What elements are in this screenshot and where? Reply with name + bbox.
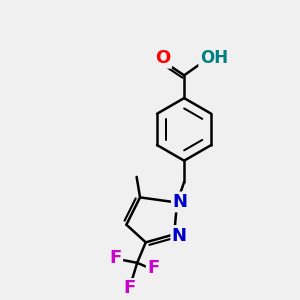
Text: OH: OH <box>200 49 228 67</box>
Text: N: N <box>172 226 187 244</box>
Text: N: N <box>172 193 188 211</box>
Text: F: F <box>123 279 136 297</box>
Text: F: F <box>147 259 160 277</box>
Text: F: F <box>110 249 122 267</box>
Text: O: O <box>155 49 171 67</box>
